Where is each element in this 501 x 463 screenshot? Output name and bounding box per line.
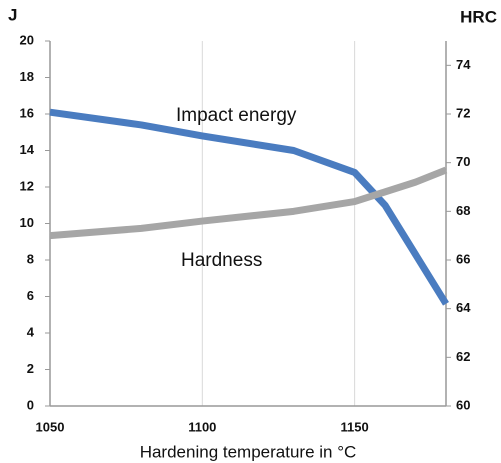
y2-tick-label: 74: [456, 57, 471, 72]
y2-tick-label: 72: [456, 105, 470, 120]
y-tick-label: 16: [20, 105, 34, 120]
series-label: Hardness: [181, 250, 262, 271]
y2-tick-label: 70: [456, 154, 470, 169]
y2-tick-label: 62: [456, 349, 470, 364]
x-tick-label: 1050: [36, 419, 65, 434]
y-tick-label: 10: [20, 215, 34, 230]
y-tick-label: 0: [27, 397, 34, 412]
line-series: [49, 108, 449, 306]
x-tick-label: 1150: [341, 419, 369, 434]
y-tick-label: 18: [20, 69, 34, 84]
y2-tick-label: 66: [456, 251, 470, 266]
y2-tick-label: 64: [456, 300, 471, 315]
series-label: Impact energy: [176, 105, 297, 126]
y-axis-label: J: [8, 5, 17, 24]
y-tick-label: 14: [20, 142, 35, 157]
y-tick-label: 2: [27, 361, 34, 376]
y-tick-label: 12: [20, 178, 34, 193]
y2-tick-label: 68: [456, 203, 470, 218]
y-tick-label: 8: [27, 251, 34, 266]
line-series: [49, 166, 448, 240]
x-tick-label: 1100: [188, 419, 216, 434]
y-tick-label: 20: [20, 32, 34, 47]
y-tick-label: 6: [27, 288, 34, 303]
y2-tick-label: 60: [456, 397, 470, 412]
x-axis-label: Hardening temperature in °C: [140, 442, 357, 461]
y-tick-label: 4: [27, 324, 35, 339]
y2-axis-label: HRC: [460, 7, 497, 26]
